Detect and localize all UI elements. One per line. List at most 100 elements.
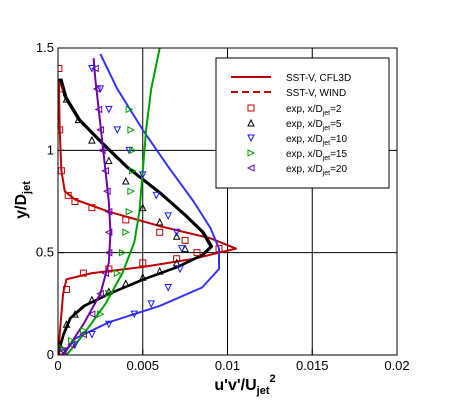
marker-triangle-left bbox=[104, 248, 113, 257]
marker-square bbox=[71, 198, 79, 205]
marker-triangle-right bbox=[127, 126, 136, 134]
y-tick-label: 0.5 bbox=[36, 245, 54, 260]
marker-square bbox=[58, 126, 64, 134]
marker-triangle-down bbox=[105, 105, 113, 114]
legend-markers bbox=[246, 104, 256, 172]
marker-triangle-right bbox=[122, 228, 130, 237]
marker-triangle-right bbox=[127, 187, 136, 196]
marker-triangle-right bbox=[68, 336, 76, 345]
marker-triangle-right bbox=[96, 310, 105, 318]
marker-square bbox=[58, 85, 64, 93]
x-axis-title: u'v'/Ujet2 bbox=[214, 373, 275, 397]
marker-triangle-right bbox=[79, 326, 88, 335]
y-tick-label: 0 bbox=[47, 347, 54, 362]
marker-triangle-left bbox=[96, 126, 104, 134]
marker-triangle-down bbox=[113, 126, 122, 134]
marker-square bbox=[64, 191, 72, 199]
series-line-5 bbox=[62, 58, 112, 355]
marker-triangle-left bbox=[58, 347, 67, 355]
y-tick-label: 1.5 bbox=[36, 40, 54, 55]
marker-square bbox=[215, 245, 223, 253]
marker-triangle-left bbox=[104, 228, 113, 237]
marker-triangle-down bbox=[164, 283, 172, 292]
marker-square bbox=[58, 64, 63, 72]
marker-triangle-down bbox=[176, 265, 184, 274]
marker-triangle-up bbox=[138, 273, 147, 281]
series-line-0 bbox=[58, 78, 237, 355]
marker-triangle-left bbox=[79, 330, 87, 339]
marker-triangle-right bbox=[125, 207, 134, 216]
x-tick-label: 0.015 bbox=[296, 358, 329, 373]
marker-triangle-up bbox=[105, 156, 113, 165]
legend-box bbox=[215, 57, 390, 189]
marker-square bbox=[62, 286, 70, 294]
marker-triangle-right bbox=[59, 345, 68, 353]
marker-square bbox=[173, 255, 181, 263]
marker-triangle-up bbox=[88, 135, 96, 144]
marker-square bbox=[156, 228, 164, 236]
marker-triangle-left bbox=[94, 105, 103, 114]
axis-ticks: 0 0.005 0.01 0.015 0.02 0 0.5 1 1.5 bbox=[36, 40, 410, 373]
marker-square bbox=[105, 265, 113, 273]
series-line-4 bbox=[65, 48, 161, 355]
marker-triangle-down bbox=[172, 228, 181, 237]
x-tick-label: 0.005 bbox=[126, 358, 159, 373]
marker-triangle-down bbox=[88, 331, 96, 339]
marker-triangle-right bbox=[105, 289, 113, 298]
marker-triangle-left bbox=[101, 166, 109, 175]
marker-triangle-left bbox=[96, 289, 104, 298]
legend-marker-square bbox=[247, 104, 255, 112]
marker-triangle-up bbox=[172, 232, 181, 240]
marker-triangle-up bbox=[62, 320, 71, 328]
marker-square bbox=[193, 249, 201, 257]
marker-triangle-left bbox=[101, 269, 109, 277]
marker-triangle-down bbox=[105, 320, 113, 329]
marker-triangle-up bbox=[71, 309, 79, 318]
marker-triangle-left bbox=[91, 64, 99, 73]
marker-triangle-down bbox=[130, 310, 139, 319]
series-line-2 bbox=[58, 78, 214, 355]
y-tick-label: 1 bbox=[47, 142, 54, 157]
marker-triangle-right bbox=[129, 166, 137, 175]
marker-triangle-up bbox=[62, 95, 71, 103]
marker-triangle-up bbox=[74, 115, 83, 124]
legend-marker-triangle-left bbox=[246, 164, 255, 172]
marker-triangle-left bbox=[104, 207, 113, 216]
marker-triangle-down bbox=[177, 245, 186, 253]
legend: SST-V, CFL3D SST-V, WIND exp, x/Djet=2 e… bbox=[215, 57, 390, 189]
marker-triangle-left bbox=[92, 85, 101, 93]
legend-label-x5: exp, x/Djet=5 bbox=[286, 119, 342, 132]
legend-marker-triangle-up bbox=[247, 118, 255, 127]
legend-label-x10: exp, x/Djet=10 bbox=[286, 134, 347, 147]
legend-label-x20: exp, x/Djet=20 bbox=[286, 164, 347, 177]
legend-marker-triangle-right bbox=[247, 149, 256, 157]
marker-square bbox=[139, 259, 147, 267]
marker-triangle-right bbox=[118, 248, 127, 257]
marker-triangle-left bbox=[103, 187, 111, 196]
legend-label-x2: exp, x/Djet=2 bbox=[286, 104, 342, 117]
x-tick-label: 0.02 bbox=[384, 358, 409, 373]
legend-label-cfl3d: SST-V, CFL3D bbox=[286, 73, 351, 84]
marker-triangle-down bbox=[138, 171, 147, 180]
marker-triangle-right bbox=[113, 269, 122, 277]
legend-marker-triangle-down bbox=[247, 134, 255, 143]
marker-triangle-right bbox=[125, 105, 134, 114]
x-tick-label: 0 bbox=[54, 358, 61, 373]
marker-triangle-up bbox=[155, 217, 164, 226]
x-tick-label: 0.01 bbox=[215, 358, 240, 373]
legend-label-x15: exp, x/Djet=15 bbox=[286, 149, 347, 162]
legend-label-wind: SST-V, WIND bbox=[286, 88, 346, 99]
marker-triangle-up bbox=[121, 279, 130, 287]
marker-triangle-down bbox=[147, 300, 156, 308]
marker-triangle-right bbox=[129, 146, 137, 155]
marker-triangle-up bbox=[138, 203, 147, 212]
marker-triangle-up bbox=[155, 266, 164, 275]
marker-triangle-left bbox=[87, 310, 96, 318]
marker-triangle-down bbox=[164, 212, 172, 220]
y-axis-title: y/Djet bbox=[13, 181, 33, 219]
marker-triangle-up bbox=[88, 295, 96, 304]
marker-triangle-left bbox=[97, 146, 106, 155]
series-line-3 bbox=[62, 53, 220, 355]
marker-triangle-down bbox=[152, 191, 161, 200]
